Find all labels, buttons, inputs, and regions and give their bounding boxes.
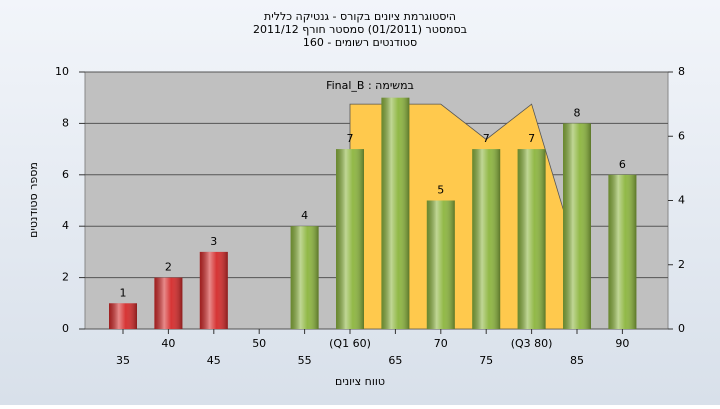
chart-subtitle: בסמסטר (01/2011) סמסטר חורף 2011/12 bbox=[253, 23, 467, 36]
x-axis-label: טווח ציונים bbox=[335, 375, 385, 388]
bar-shine bbox=[109, 303, 137, 329]
bar-shine bbox=[563, 123, 591, 330]
x-tick-label: 50 bbox=[252, 337, 266, 350]
chart-subtitle: סטודנטים רשומים - 160 bbox=[303, 36, 417, 49]
x-tick-label: 75 bbox=[479, 354, 493, 367]
value-label: 4 bbox=[301, 209, 308, 222]
bar-shine bbox=[336, 149, 364, 329]
value-label: 6 bbox=[619, 158, 626, 171]
annotation: במשימה : Final_B bbox=[326, 79, 414, 92]
bar-shine bbox=[426, 200, 455, 329]
bar-shine bbox=[381, 97, 410, 329]
x-tick-label: (Q3 80) bbox=[511, 337, 553, 350]
value-label: 7 bbox=[347, 132, 354, 145]
value-label: 2 bbox=[165, 261, 172, 274]
y2-tick-label: 4 bbox=[678, 194, 685, 207]
y2-tick-label: 8 bbox=[678, 65, 685, 78]
value-label: 5 bbox=[437, 184, 444, 197]
y2-tick-label: 6 bbox=[678, 129, 685, 142]
x-tick-label: 90 bbox=[615, 337, 629, 350]
x-tick-label: 45 bbox=[207, 354, 221, 367]
value-label: 1 bbox=[120, 286, 127, 299]
bar-shine bbox=[154, 277, 183, 329]
y2-tick-label: 0 bbox=[678, 322, 685, 335]
x-tick-label: 40 bbox=[161, 337, 175, 350]
y-tick-label: 4 bbox=[62, 219, 69, 232]
x-tick-label: (Q1 60) bbox=[329, 337, 371, 350]
y-tick-label: 10 bbox=[55, 65, 69, 78]
value-label: 7 bbox=[483, 132, 490, 145]
bar-shine bbox=[472, 149, 501, 329]
value-label: 3 bbox=[210, 235, 217, 248]
x-tick-label: 35 bbox=[116, 354, 130, 367]
x-tick-label: 70 bbox=[434, 337, 448, 350]
value-label: 7 bbox=[528, 132, 535, 145]
y-axis-label: מספר סטודנטים bbox=[27, 162, 40, 238]
y-tick-label: 2 bbox=[62, 271, 69, 284]
value-label: 8 bbox=[574, 106, 581, 119]
y-tick-label: 0 bbox=[62, 322, 69, 335]
x-tick-label: 65 bbox=[388, 354, 402, 367]
bar-shine bbox=[608, 174, 637, 329]
y-tick-label: 6 bbox=[62, 168, 69, 181]
y-tick-label: 8 bbox=[62, 116, 69, 129]
x-tick-label: 55 bbox=[298, 354, 312, 367]
bar-shine bbox=[517, 149, 546, 329]
bar-shine bbox=[290, 226, 319, 329]
bar-shine bbox=[199, 251, 228, 329]
y2-tick-label: 2 bbox=[678, 258, 685, 271]
x-tick-label: 85 bbox=[570, 354, 584, 367]
chart-title: היסטוגרמת ציונים בקורס - גנטיקה כללית bbox=[264, 10, 456, 23]
